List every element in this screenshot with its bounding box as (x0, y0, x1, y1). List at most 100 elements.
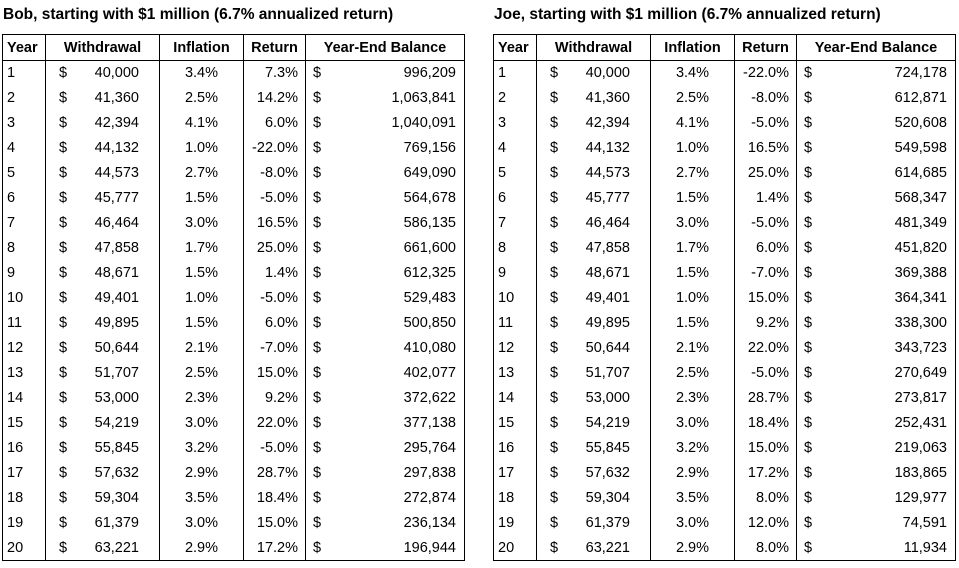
withdrawal-amount: 46,464 (94, 215, 139, 231)
inflation-cell: 3.0% (650, 510, 735, 536)
currency-symbol: $ (550, 415, 559, 431)
currency-symbol: $ (59, 390, 68, 406)
currency-symbol: $ (313, 115, 322, 131)
return-cell: 7.3% (243, 60, 306, 86)
inflation-cell: 3.0% (650, 210, 735, 236)
balance-cell: $612,325 (305, 260, 465, 286)
table-row: 8 $47,858 1.7% 6.0% $451,820 (493, 235, 956, 261)
balance-amount: 724,178 (894, 65, 947, 82)
table-row: 17 $57,632 2.9% 28.7% $297,838 (2, 460, 465, 486)
year-cell: 10 (493, 285, 537, 311)
currency-symbol: $ (804, 440, 813, 456)
balance-amount: 236,134 (403, 515, 456, 531)
balance-cell: $372,622 (305, 385, 465, 411)
currency-symbol: $ (550, 539, 559, 556)
balance-amount: 520,608 (894, 115, 947, 131)
withdrawal-cell: $51,707 (536, 360, 651, 386)
inflation-cell: 1.0% (159, 135, 244, 161)
year-cell: 17 (2, 460, 46, 486)
year-cell: 2 (493, 85, 537, 111)
year-cell: 16 (493, 435, 537, 461)
year-cell: 12 (493, 335, 537, 361)
table-row: 16 $55,845 3.2% 15.0% $219,063 (493, 435, 956, 461)
table-row: 9 $48,671 1.5% 1.4% $612,325 (2, 260, 465, 286)
withdrawal-amount: 53,000 (585, 390, 630, 406)
balance-amount: 564,678 (403, 190, 456, 206)
joe-table-title: Joe, starting with $1 million (6.7% annu… (494, 6, 881, 23)
bob-table-title: Bob, starting with $1 million (6.7% annu… (3, 6, 394, 23)
withdrawal-amount: 45,777 (94, 190, 139, 206)
inflation-cell: 1.7% (650, 235, 735, 261)
withdrawal-cell: $46,464 (45, 210, 160, 236)
inflation-cell: 3.4% (159, 60, 244, 86)
withdrawal-amount: 46,464 (585, 215, 630, 231)
table-row: 20 $63,221 2.9% 17.2% $196,944 (2, 535, 465, 561)
inflation-cell: 3.0% (159, 210, 244, 236)
withdrawal-amount: 44,132 (585, 140, 630, 156)
withdrawal-amount: 49,895 (94, 315, 139, 331)
table-row: 18 $59,304 3.5% 8.0% $129,977 (493, 485, 956, 511)
withdrawal-cell: $51,707 (45, 360, 160, 386)
withdrawal-cell: $50,644 (536, 335, 651, 361)
inflation-cell: 1.0% (650, 135, 735, 161)
table-row: 17 $57,632 2.9% 17.2% $183,865 (493, 460, 956, 486)
currency-symbol: $ (804, 140, 813, 156)
table-row: 6 $45,777 1.5% -5.0% $564,678 (2, 185, 465, 211)
year-cell: 4 (2, 135, 46, 161)
year-cell: 1 (2, 60, 46, 86)
year-cell: 13 (493, 360, 537, 386)
return-cell: -5.0% (734, 360, 797, 386)
withdrawal-amount: 49,895 (585, 315, 630, 331)
currency-symbol: $ (59, 515, 68, 531)
withdrawal-cell: $45,777 (45, 185, 160, 211)
year-cell: 18 (2, 485, 46, 511)
withdrawal-amount: 55,845 (585, 440, 630, 456)
withdrawal-amount: 51,707 (94, 365, 139, 381)
withdrawal-cell: $57,632 (45, 460, 160, 486)
balance-cell: $270,649 (796, 360, 956, 386)
balance-amount: 649,090 (403, 165, 456, 181)
return-cell: 9.2% (243, 385, 306, 411)
table-row: 1 $40,000 3.4% -22.0% $724,178 (493, 60, 956, 86)
balance-amount: 129,977 (894, 490, 947, 506)
withdrawal-cell: $53,000 (45, 385, 160, 411)
currency-symbol: $ (313, 365, 322, 381)
currency-symbol: $ (550, 140, 559, 156)
table-row: 11 $49,895 1.5% 6.0% $500,850 (2, 310, 465, 336)
balance-amount: 295,764 (403, 440, 456, 456)
year-cell: 14 (493, 385, 537, 411)
joe-table: Year Withdrawal Inflation Return Year-En… (493, 34, 956, 561)
year-cell: 2 (2, 85, 46, 111)
withdrawal-cell: $48,671 (536, 260, 651, 286)
inflation-cell: 2.1% (159, 335, 244, 361)
balance-amount: 196,944 (403, 539, 456, 556)
currency-symbol: $ (550, 390, 559, 406)
currency-symbol: $ (804, 390, 813, 406)
currency-symbol: $ (59, 415, 68, 431)
balance-cell: $996,209 (305, 60, 465, 86)
balance-cell: $520,608 (796, 110, 956, 136)
balance-amount: 612,871 (894, 90, 947, 106)
return-cell: 15.0% (243, 360, 306, 386)
currency-symbol: $ (313, 340, 322, 356)
year-cell: 19 (2, 510, 46, 536)
currency-symbol: $ (313, 415, 322, 431)
table-row: 9 $48,671 1.5% -7.0% $369,388 (493, 260, 956, 286)
inflation-cell: 2.9% (159, 460, 244, 486)
withdrawal-cell: $54,219 (45, 410, 160, 436)
table-row: 19 $61,379 3.0% 15.0% $236,134 (2, 510, 465, 536)
col-header-return: Return (734, 34, 797, 61)
withdrawal-amount: 57,632 (94, 465, 139, 481)
withdrawal-cell: $44,132 (45, 135, 160, 161)
withdrawal-amount: 42,394 (94, 115, 139, 131)
withdrawal-cell: $59,304 (536, 485, 651, 511)
return-cell: -7.0% (243, 335, 306, 361)
balance-amount: 11,934 (903, 539, 947, 556)
currency-symbol: $ (550, 290, 559, 306)
currency-symbol: $ (550, 265, 559, 281)
balance-cell: $74,591 (796, 510, 956, 536)
currency-symbol: $ (313, 490, 322, 506)
table-row: 6 $45,777 1.5% 1.4% $568,347 (493, 185, 956, 211)
withdrawal-amount: 47,858 (94, 240, 139, 256)
inflation-cell: 3.5% (159, 485, 244, 511)
